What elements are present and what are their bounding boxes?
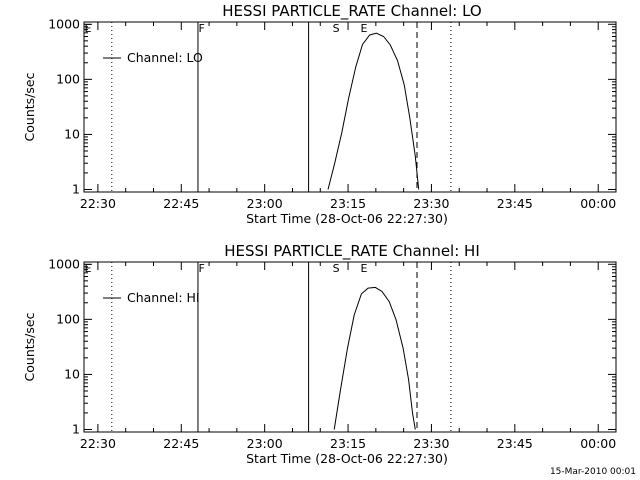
- flag-marker-s: S: [333, 262, 340, 275]
- y-tick-label: 100: [56, 71, 80, 86]
- legend-label: Channel: HI: [127, 290, 200, 305]
- x-tick-label: 23:00: [247, 196, 283, 211]
- flag-marker-f: F: [198, 22, 204, 35]
- series-line-lo: [327, 32, 420, 190]
- x-tick-label: 23:15: [330, 196, 366, 211]
- x-tick-label: 23:30: [413, 436, 449, 451]
- x-tick-label: 23:15: [330, 436, 366, 451]
- x-tick-label: 23:45: [497, 196, 533, 211]
- y-axis-label: Counts/sec: [22, 72, 37, 141]
- plot-frame: [83, 261, 617, 433]
- chart-panel-lo: HESSI PARTICLE_RATE Channel: LO 1 10 100 100…: [22, 2, 617, 226]
- flag-marker-f: F: [198, 262, 204, 275]
- x-tick-label: 00:00: [580, 196, 616, 211]
- x-tick-label: 22:30: [80, 436, 116, 451]
- y-tick-label: 1: [72, 181, 80, 196]
- legend-label: Channel: LO: [127, 50, 203, 65]
- y-axis-label: Counts/sec: [22, 312, 37, 381]
- x-tick-label: 23:00: [247, 436, 283, 451]
- y-tick-label: 1000: [48, 16, 80, 31]
- x-axis-label: Start Time (28-Oct-06 22:27:30): [246, 451, 448, 466]
- x-tick-label: 00:00: [580, 436, 616, 451]
- y-tick-label: 1000: [48, 256, 80, 271]
- flag-marker-s: S: [333, 22, 340, 35]
- y-tick-label: 10: [64, 126, 80, 141]
- chart-panel-hi: HESSI PARTICLE_RATE Channel: HI 1 10 100 100…: [22, 242, 617, 466]
- plot-frame: [83, 21, 617, 193]
- x-tick-label: 22:45: [163, 196, 199, 211]
- x-axis-label: Start Time (28-Oct-06 22:27:30): [246, 211, 448, 226]
- chart-title: HESSI PARTICLE_RATE Channel: HI: [224, 242, 480, 261]
- x-tick-label: 22:30: [80, 196, 116, 211]
- footer-timestamp: 15-Mar-2010 00:01: [550, 467, 636, 477]
- flag-marker-e: E: [360, 22, 367, 35]
- y-tick-label: 10: [64, 366, 80, 381]
- flag-marker-edge: E: [85, 22, 92, 35]
- flag-marker-e: E: [360, 262, 367, 275]
- flag-marker-edge: E: [85, 262, 92, 275]
- chart-title: HESSI PARTICLE_RATE Channel: LO: [222, 2, 481, 21]
- series-line-hi: [333, 286, 416, 430]
- x-tick-label: 22:45: [163, 436, 199, 451]
- x-tick-label: 23:45: [497, 436, 533, 451]
- x-tick-label: 23:30: [413, 196, 449, 211]
- y-tick-label: 1: [72, 421, 80, 436]
- y-tick-label: 100: [56, 311, 80, 326]
